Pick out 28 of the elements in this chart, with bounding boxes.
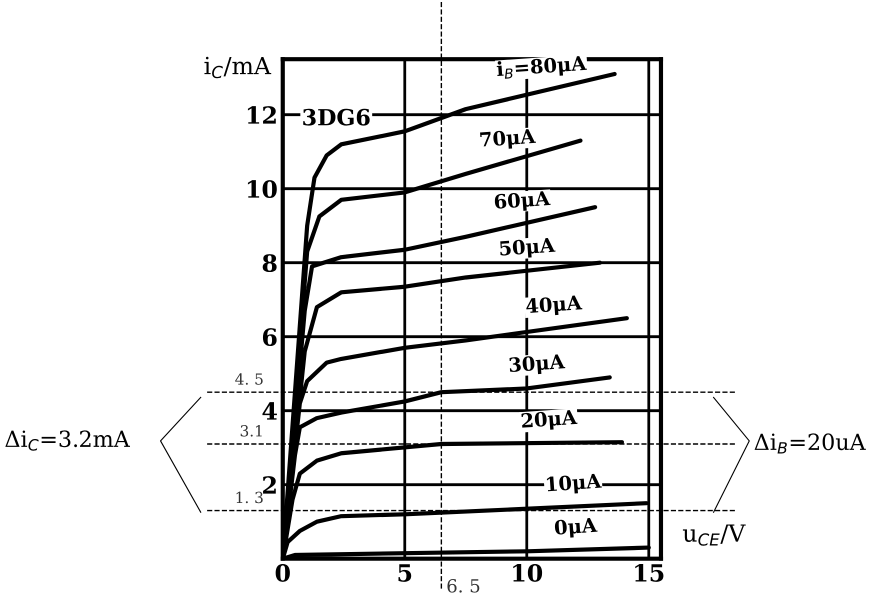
series-label: 0μA bbox=[554, 517, 598, 539]
y-tick-label: 2 bbox=[263, 476, 276, 494]
y-tick-label: 4 bbox=[262, 402, 277, 420]
series-label: 20μA bbox=[521, 409, 578, 432]
x-tick-label: 15 bbox=[635, 564, 664, 582]
y-tick-label: 12 bbox=[248, 106, 276, 124]
series-label: 70μA bbox=[480, 128, 536, 151]
y-axis-title: i$_{C}$/mA bbox=[204, 56, 272, 78]
x-tick-label: 5 bbox=[398, 564, 412, 582]
series-label: 10μA bbox=[546, 473, 602, 496]
ref-line-label: 1. 3 bbox=[236, 492, 263, 504]
series-label: i$_{B}$=80μA bbox=[496, 55, 588, 80]
y-tick-label: 8 bbox=[262, 254, 277, 272]
x-axis-title: u$_{CE}$/V bbox=[682, 524, 746, 546]
x-tick-label: 10 bbox=[513, 564, 542, 582]
series-label: 30μA bbox=[509, 354, 566, 376]
x-tick-label: 0 bbox=[276, 564, 290, 582]
series-label: 40μA bbox=[526, 294, 583, 318]
annotation: 3DG6 bbox=[303, 108, 370, 126]
text: Δi$_{C}$=3.2mA bbox=[5, 430, 130, 451]
y-tick-label: 10 bbox=[248, 180, 277, 198]
y-tick-label: 6 bbox=[262, 328, 277, 346]
ref-line-label: 6. 5 bbox=[447, 579, 480, 593]
ref-line-label: 4. 5 bbox=[235, 373, 263, 385]
text: Δi$_{B}$=20uA bbox=[754, 433, 866, 454]
ref-line-label: 3.1 bbox=[240, 425, 262, 437]
series-label: 60μA bbox=[494, 190, 551, 213]
series-label: 50μA bbox=[500, 237, 556, 260]
